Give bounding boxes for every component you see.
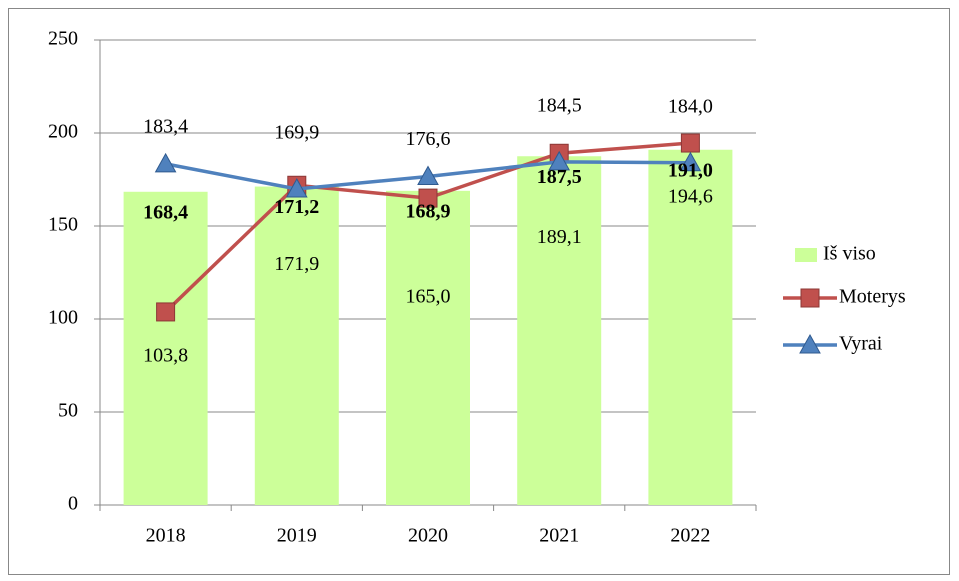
value-label: 168,9 xyxy=(406,200,451,222)
value-label: 171,2 xyxy=(274,196,319,218)
value-label: 169,9 xyxy=(274,122,319,144)
point xyxy=(285,177,308,198)
point xyxy=(680,133,700,153)
x-tick-label: 2018 xyxy=(146,525,186,547)
point xyxy=(548,150,571,171)
point xyxy=(154,152,177,173)
y-tick-label: 250 xyxy=(48,28,78,50)
value-label: 189,1 xyxy=(537,226,582,248)
x-tick-label: 2021 xyxy=(539,525,579,547)
point xyxy=(417,165,439,186)
y-tick-label: 200 xyxy=(48,121,78,143)
value-label: 183,4 xyxy=(143,115,188,137)
y-tick-label: 100 xyxy=(48,307,78,329)
value-label: 187,5 xyxy=(537,166,582,188)
x-tick-label: 2022 xyxy=(670,525,710,547)
value-label: 168,4 xyxy=(143,201,188,223)
bar xyxy=(123,191,208,505)
bar xyxy=(648,149,733,506)
bar xyxy=(386,190,470,505)
y-tick-label: 0 xyxy=(68,493,78,515)
legend-swatch xyxy=(795,248,817,262)
value-label: 194,6 xyxy=(668,186,713,208)
bar xyxy=(254,186,339,505)
legend-marker xyxy=(800,288,820,308)
chart-border xyxy=(8,8,950,575)
value-label: 103,8 xyxy=(143,345,188,367)
legend-label: Moterys xyxy=(839,286,906,308)
value-label: 171,9 xyxy=(274,253,319,275)
point xyxy=(679,151,702,172)
bar xyxy=(517,156,602,505)
value-label: 165,0 xyxy=(406,286,451,308)
value-label: 184,0 xyxy=(668,95,713,117)
y-tick-label: 150 xyxy=(48,214,78,236)
point xyxy=(418,188,438,208)
legend-marker xyxy=(799,333,821,354)
x-tick-label: 2019 xyxy=(277,525,317,547)
value-label: 184,5 xyxy=(537,94,582,116)
y-tick-label: 50 xyxy=(58,400,78,422)
x-tick-label: 2020 xyxy=(408,525,448,547)
point xyxy=(156,302,176,322)
value-label: 176,6 xyxy=(406,128,451,150)
value-label: 191,0 xyxy=(668,159,713,181)
legend-label: Vyrai xyxy=(839,333,883,355)
legend-label: Iš viso xyxy=(823,243,876,265)
